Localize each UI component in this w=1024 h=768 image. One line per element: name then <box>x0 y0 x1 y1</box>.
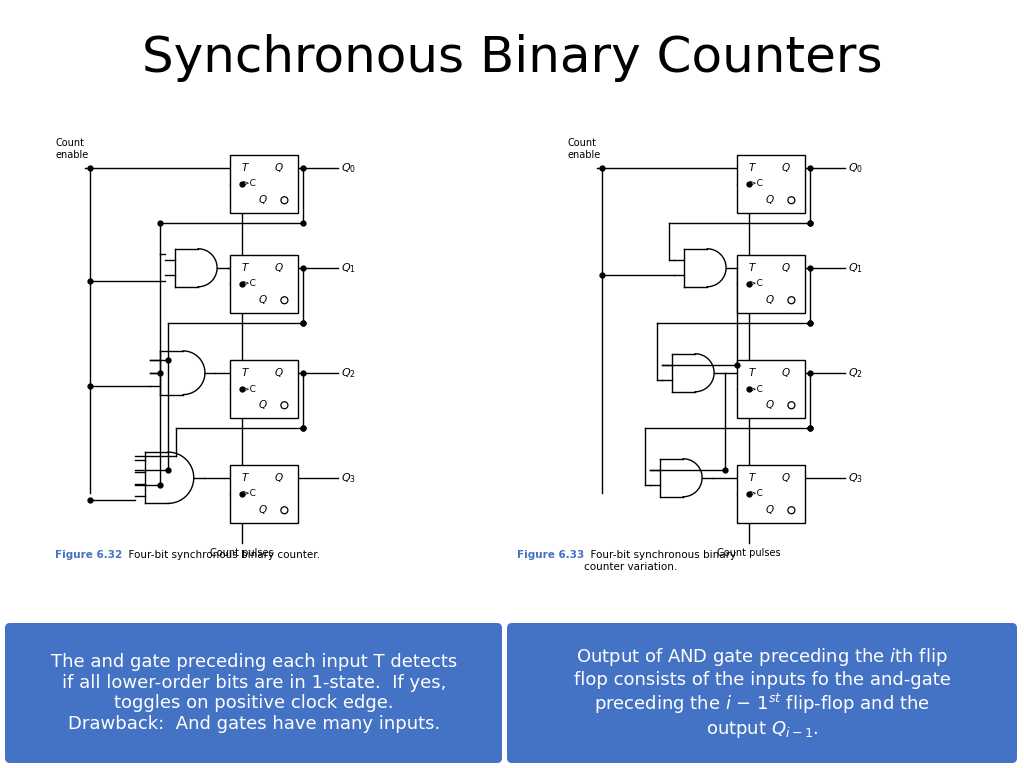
Text: Q: Q <box>766 400 774 410</box>
Text: $Q_3$: $Q_3$ <box>341 471 356 485</box>
FancyBboxPatch shape <box>5 623 502 763</box>
Text: T: T <box>749 163 755 173</box>
Text: >C: >C <box>242 180 256 188</box>
Text: Q: Q <box>782 263 791 273</box>
Text: T: T <box>749 368 755 378</box>
Text: $Q_1$: $Q_1$ <box>341 261 356 275</box>
Text: Q: Q <box>274 263 283 273</box>
Bar <box>230 155 298 213</box>
Text: $Q_1$: $Q_1$ <box>848 261 863 275</box>
Bar <box>230 465 298 523</box>
Text: The and gate preceding each input T detects
if all lower-order bits are in 1-sta: The and gate preceding each input T dete… <box>51 653 457 733</box>
Text: $Q_3$: $Q_3$ <box>848 471 863 485</box>
Text: Count
enable: Count enable <box>567 138 600 160</box>
Text: >C: >C <box>750 489 763 498</box>
Text: Q: Q <box>782 473 791 483</box>
Text: $Q_2$: $Q_2$ <box>848 366 863 379</box>
Text: >C: >C <box>242 489 256 498</box>
Bar <box>737 360 805 418</box>
Text: Q: Q <box>259 400 266 410</box>
Text: Output of AND gate preceding the $i$th flip
flop consists of the inputs fo the a: Output of AND gate preceding the $i$th f… <box>573 646 950 740</box>
Text: Q: Q <box>259 195 266 205</box>
Text: >C: >C <box>750 180 763 188</box>
Text: Q: Q <box>782 368 791 378</box>
Text: T: T <box>242 163 248 173</box>
Text: Count
enable: Count enable <box>55 138 88 160</box>
Text: Q: Q <box>274 163 283 173</box>
Text: Figure 6.32: Figure 6.32 <box>55 550 122 560</box>
Text: T: T <box>242 263 248 273</box>
Text: Count pulses: Count pulses <box>210 548 274 558</box>
Bar <box>737 255 805 313</box>
Text: Q: Q <box>274 473 283 483</box>
Text: Q: Q <box>259 505 266 515</box>
Text: Q: Q <box>766 195 774 205</box>
Text: Four-bit synchronous binary counter.: Four-bit synchronous binary counter. <box>122 550 319 560</box>
Text: T: T <box>749 473 755 483</box>
Bar <box>737 465 805 523</box>
Bar <box>230 255 298 313</box>
FancyBboxPatch shape <box>507 623 1017 763</box>
Text: Q: Q <box>259 295 266 305</box>
Text: $Q_0$: $Q_0$ <box>848 161 863 174</box>
Text: Four-bit synchronous binary
counter variation.: Four-bit synchronous binary counter vari… <box>584 550 736 571</box>
Text: $Q_0$: $Q_0$ <box>341 161 356 174</box>
Text: >C: >C <box>750 385 763 393</box>
Text: T: T <box>242 368 248 378</box>
Text: Synchronous Binary Counters: Synchronous Binary Counters <box>141 34 883 82</box>
Bar <box>230 360 298 418</box>
Text: >C: >C <box>242 280 256 289</box>
Text: T: T <box>242 473 248 483</box>
Text: Q: Q <box>782 163 791 173</box>
Text: Q: Q <box>766 295 774 305</box>
Text: T: T <box>749 263 755 273</box>
Text: Q: Q <box>766 505 774 515</box>
Text: >C: >C <box>750 280 763 289</box>
Text: $Q_2$: $Q_2$ <box>341 366 356 379</box>
Bar <box>737 155 805 213</box>
Text: Figure 6.33: Figure 6.33 <box>517 550 585 560</box>
Text: Count pulses: Count pulses <box>718 548 781 558</box>
Text: >C: >C <box>242 385 256 393</box>
Text: Q: Q <box>274 368 283 378</box>
